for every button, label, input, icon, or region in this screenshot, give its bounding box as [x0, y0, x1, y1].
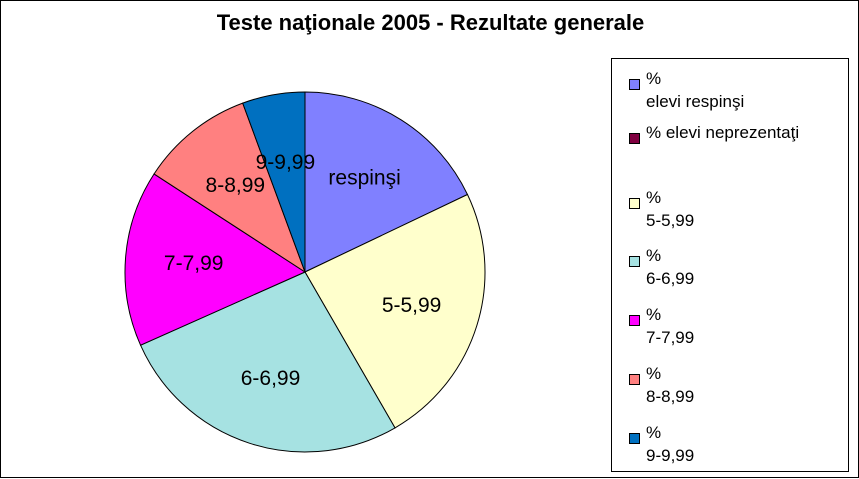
- slice-label-5-5-99: 5-5,99: [382, 294, 442, 317]
- pie-slice-respin-i: [304, 91, 469, 273]
- pie-slice-9-9-99: [242, 91, 306, 273]
- legend-swatch: [629, 256, 640, 267]
- slice-label-9-9-99: 9-9,99: [256, 151, 316, 174]
- slice-label-8-8-99: 8-8,99: [206, 174, 266, 197]
- slice-label-7-7-99: 7-7,99: [164, 252, 224, 275]
- legend-label: % 9-9,99: [646, 423, 695, 465]
- pie-slice-5-5-99: [304, 193, 486, 429]
- legend-label: % 5-5,99: [646, 188, 695, 230]
- legend-swatch: [629, 79, 640, 90]
- legend-swatch: [629, 133, 640, 144]
- legend-swatch: [629, 433, 640, 444]
- slice-label-6-6-99: 6-6,99: [241, 367, 301, 390]
- legend-label: % elevi neprezentaţi: [646, 123, 800, 142]
- legend-label: % 8-8,99: [646, 364, 695, 406]
- legend-swatch: [629, 374, 640, 385]
- legend-label: % elevi respinşi: [646, 69, 745, 111]
- legend-swatch: [629, 315, 640, 326]
- pie-slice-7-7-99: [124, 173, 307, 346]
- pie-slice-8-8-99: [153, 102, 306, 274]
- slice-label-respin-i: respinşi: [328, 167, 400, 190]
- legend-label: % 7-7,99: [646, 305, 695, 347]
- legend-swatch: [629, 198, 640, 209]
- chart-title: Teste naţionale 2005 - Rezultate general…: [216, 10, 645, 35]
- legend-label: % 6-6,99: [646, 246, 695, 288]
- chart-legend: % elevi respinşi % elevi neprezentaţi % 5-5,…: [611, 58, 849, 472]
